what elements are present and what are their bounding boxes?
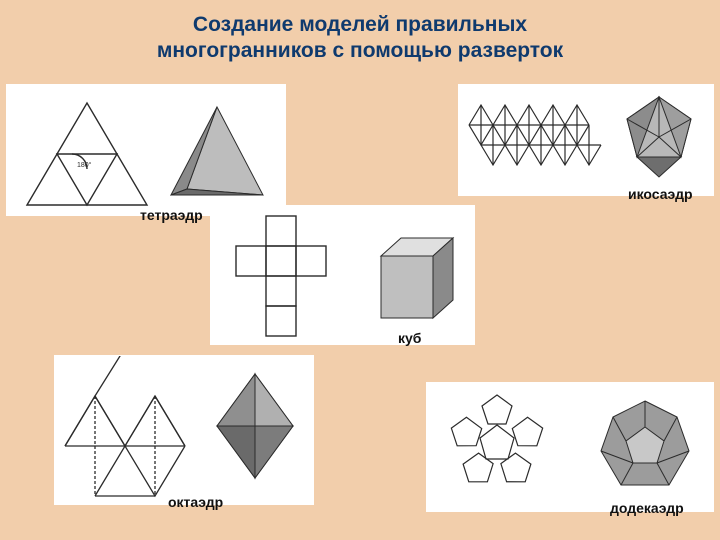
octahedron-svg — [55, 356, 315, 506]
title-line-1: Создание моделей правильных — [193, 13, 527, 36]
cube-svg — [211, 206, 476, 346]
icosahedron-svg — [459, 85, 715, 197]
caption-icosahedron: икосаэдр — [628, 186, 693, 202]
panel-octahedron — [54, 355, 314, 505]
page-title: Создание моделей правильных многогранник… — [0, 0, 720, 73]
panel-tetrahedron: 180° — [6, 84, 286, 216]
panel-icosahedron — [458, 84, 714, 196]
caption-tetrahedron: тетраэдр — [140, 207, 203, 223]
dodecahedron-svg — [427, 383, 715, 513]
panel-dodecahedron — [426, 382, 714, 512]
tetrahedron-svg: 180° — [7, 85, 287, 217]
panel-cube — [210, 205, 475, 345]
caption-octahedron: октаэдр — [168, 494, 223, 510]
caption-cube: куб — [398, 330, 421, 346]
caption-dodecahedron: додекаэдр — [610, 500, 684, 516]
title-line-2: многогранников с помощью разверток — [157, 39, 563, 62]
svg-text:180°: 180° — [77, 161, 92, 169]
